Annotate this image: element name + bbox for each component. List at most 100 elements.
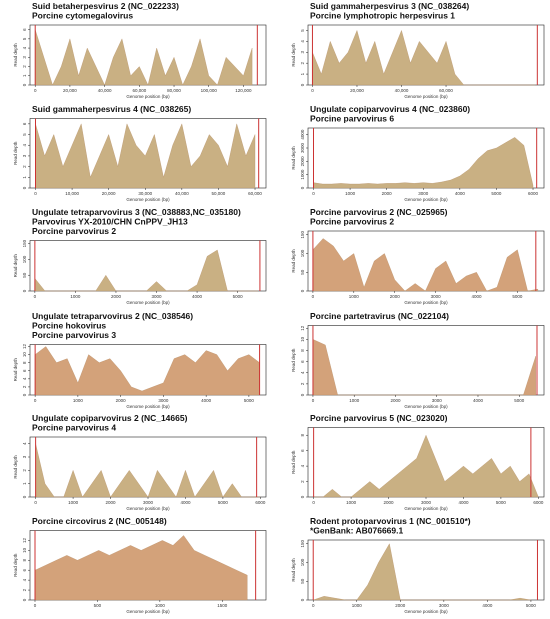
- y-tick-label: 6: [300, 360, 305, 363]
- y-tick-label: 2: [300, 480, 305, 483]
- y-tick-label: 2: [300, 382, 305, 385]
- y-tick-label: 4: [22, 143, 27, 146]
- y-tick-label: 4: [300, 40, 305, 43]
- y-tick-label: 0: [22, 495, 27, 498]
- y-axis-label: Read depth: [13, 254, 18, 278]
- x-axis-label: Genome position (bp): [404, 404, 448, 409]
- coverage-area: [34, 249, 258, 292]
- y-tick-label: 100: [300, 249, 305, 257]
- y-axis-label: Read depth: [291, 43, 296, 67]
- y-tick-label: 0: [300, 83, 305, 86]
- y-axis-label: Read depth: [13, 553, 18, 577]
- panel-title: Porcine circovirus 2 (NC_005148): [32, 516, 167, 526]
- x-tick-label: 4000: [455, 191, 466, 196]
- x-tick-label: 2000: [390, 398, 401, 403]
- x-tick-label: 6000: [528, 191, 539, 196]
- x-tick-label: 60,000: [248, 191, 262, 196]
- coverage-area: [35, 29, 253, 86]
- y-tick-label: 150: [300, 540, 305, 548]
- coverage-area: [34, 535, 248, 601]
- y-tick-label: 0: [300, 393, 305, 396]
- x-tick-label: 60,000: [132, 88, 146, 93]
- x-axis-label: Genome position (bp): [126, 197, 170, 202]
- y-axis-label: Read depth: [13, 358, 18, 382]
- x-tick-label: 0: [312, 603, 315, 608]
- y-tick-label: 4000: [300, 129, 305, 140]
- x-tick-label: 0: [312, 500, 315, 505]
- x-tick-label: 0: [34, 294, 37, 299]
- y-tick-label: 4: [300, 464, 305, 467]
- x-axis-label: Genome position (bp): [404, 197, 448, 202]
- coverage-area: [35, 443, 261, 498]
- x-tick-label: 0: [34, 398, 37, 403]
- x-tick-label: 2000: [395, 603, 406, 608]
- y-tick-label: 8: [300, 349, 305, 352]
- panel-title: Suid gammaherpesvirus 3 (NC_038264): [310, 1, 469, 11]
- y-tick-label: 10: [22, 547, 27, 553]
- y-tick-label: 8: [300, 433, 305, 436]
- y-axis-label: Read depth: [13, 141, 18, 165]
- y-tick-label: 4: [22, 578, 27, 581]
- panel-title: Porcine cytomegalovirus: [32, 11, 133, 21]
- panel-title: Ungulate copiparvovirus 2 (NC_14665): [32, 413, 188, 423]
- y-tick-label: 0: [22, 186, 27, 189]
- y-axis-label: Read depth: [291, 348, 296, 372]
- x-tick-label: 1000: [352, 603, 363, 608]
- x-axis-label: Genome position (bp): [126, 506, 170, 511]
- y-tick-label: 6: [22, 568, 27, 571]
- x-tick-label: 1000: [73, 398, 84, 403]
- x-tick-label: 10,000: [65, 191, 79, 196]
- x-axis-label: Genome position (bp): [126, 94, 170, 99]
- x-tick-label: 40,000: [175, 191, 189, 196]
- y-tick-label: 0: [300, 598, 305, 601]
- y-tick-label: 3: [22, 154, 27, 157]
- x-tick-label: 0: [34, 191, 37, 196]
- x-tick-label: 5000: [514, 398, 525, 403]
- x-axis-label: Genome position (bp): [404, 94, 448, 99]
- y-axis-label: Read depth: [13, 455, 18, 479]
- panel-title: Rodent protoparvovirus 1 (NC_001510*): [310, 516, 471, 526]
- panel-title: Ungulate tetraparvovirus 2 (NC_038546): [32, 311, 193, 321]
- x-tick-label: 0: [312, 398, 315, 403]
- panel-title: Ungulate tetraparvovirus 3 (NC_038883,NC…: [32, 207, 241, 217]
- y-tick-label: 1: [300, 72, 305, 75]
- x-tick-label: 20,000: [63, 88, 77, 93]
- x-tick-label: 6000: [255, 500, 266, 505]
- x-tick-label: 50,000: [212, 191, 226, 196]
- x-axis-label: Genome position (bp): [404, 609, 448, 614]
- coverage-area: [313, 137, 534, 189]
- panel-title: Parvovirus YX-2010/CHN CnPPV_JH13: [32, 217, 188, 227]
- y-tick-label: 2: [22, 165, 27, 168]
- x-tick-label: 0: [34, 603, 37, 608]
- x-tick-label: 80,000: [167, 88, 181, 93]
- panel-title: Porcine hokovirus: [32, 321, 106, 331]
- x-tick-label: 1000: [349, 294, 360, 299]
- x-tick-label: 1000: [345, 191, 356, 196]
- x-tick-label: 5000: [512, 294, 523, 299]
- x-tick-label: 4000: [458, 500, 469, 505]
- y-tick-label: 0: [300, 186, 305, 189]
- y-tick-label: 5: [22, 133, 27, 136]
- x-tick-label: 2000: [390, 294, 401, 299]
- panel-title: Porcine parvovirus 4: [32, 423, 116, 433]
- x-tick-label: 100,000: [201, 88, 218, 93]
- y-tick-label: 1: [22, 482, 27, 485]
- y-tick-label: 4: [22, 377, 27, 380]
- panel-title: Porcine parvovirus 3: [32, 330, 116, 340]
- coverage-area: [312, 29, 536, 86]
- y-tick-label: 5: [22, 37, 27, 40]
- y-tick-label: 1000: [300, 169, 305, 180]
- plot-frame: [29, 240, 267, 292]
- y-tick-label: 0: [22, 393, 27, 396]
- x-tick-label: 2000: [116, 398, 127, 403]
- y-tick-label: 1: [22, 176, 27, 179]
- y-tick-label: 6: [22, 369, 27, 372]
- y-axis-label: Read depth: [291, 558, 296, 582]
- y-tick-label: 2000: [300, 156, 305, 167]
- y-tick-label: 4: [22, 442, 27, 445]
- x-tick-label: 1000: [349, 398, 360, 403]
- coverage-area: [35, 123, 256, 189]
- y-tick-label: 10: [300, 336, 305, 342]
- x-tick-label: 6000: [533, 500, 544, 505]
- x-tick-label: 2000: [111, 294, 122, 299]
